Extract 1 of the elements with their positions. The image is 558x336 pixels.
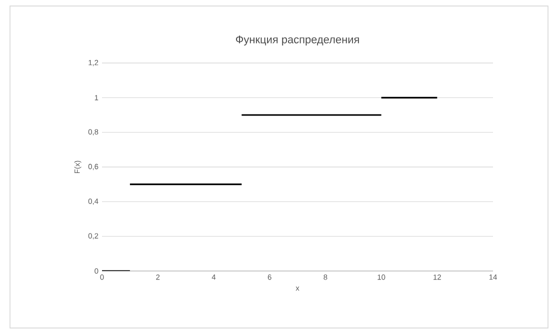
- chart-title: Функция распределения: [236, 36, 359, 46]
